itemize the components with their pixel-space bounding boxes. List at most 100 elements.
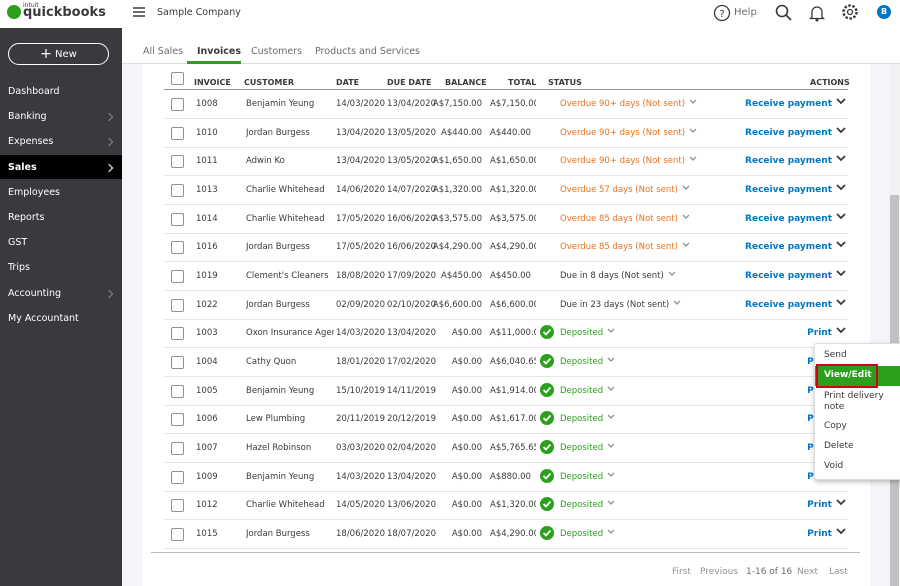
column-header[interactable]: INVOICE	[194, 78, 231, 87]
status[interactable]: Overdue 90+ days (Not sent)	[560, 99, 697, 109]
status[interactable]: Overdue 85 days (Not sent)	[560, 214, 690, 224]
pagination-first[interactable]: First	[672, 567, 691, 577]
settings-icon[interactable]	[841, 3, 859, 21]
action-link[interactable]: Print	[807, 500, 832, 511]
search-icon[interactable]	[775, 4, 793, 22]
action-link[interactable]: Receive payment	[745, 99, 832, 109]
row-checkbox[interactable]	[171, 212, 184, 226]
nav-item[interactable]: Reports	[8, 212, 45, 223]
nav-item[interactable]: Employees	[8, 187, 60, 198]
row-checkbox[interactable]	[171, 241, 184, 255]
row-checkbox[interactable]	[171, 413, 184, 427]
tab[interactable]: Invoices	[197, 46, 242, 57]
new-button[interactable]: + New	[8, 43, 109, 65]
pagination-last[interactable]: Last	[829, 567, 848, 577]
column-header[interactable]: DATE	[336, 78, 360, 87]
row-checkbox[interactable]	[171, 126, 184, 140]
help-label[interactable]: Help	[734, 7, 757, 18]
nav-item[interactable]: GST	[8, 237, 28, 248]
column-header[interactable]: BALANCE	[445, 78, 487, 87]
menu-item[interactable]: Send	[824, 350, 847, 360]
menu-item[interactable]: Void	[824, 461, 844, 471]
menu-item[interactable]: Copy	[824, 421, 847, 431]
row-checkbox[interactable]	[171, 528, 184, 542]
pagination-next[interactable]: Next	[797, 567, 818, 577]
menu-item[interactable]: View/Edit	[824, 370, 872, 380]
action-link[interactable]: Receive payment	[745, 299, 832, 310]
nav-item[interactable]: My Accountant	[8, 313, 79, 324]
notifications-icon[interactable]	[809, 4, 825, 22]
nav-item[interactable]: Banking	[8, 111, 47, 122]
status[interactable]: Due in 8 days (Not sent)	[560, 271, 676, 281]
row-checkbox[interactable]	[171, 270, 184, 284]
row-checkbox[interactable]	[171, 442, 184, 456]
status[interactable]: Deposited	[560, 357, 615, 367]
action-link[interactable]: Receive payment	[745, 185, 832, 195]
select-all-checkbox[interactable]	[171, 72, 184, 85]
row-checkbox[interactable]	[171, 298, 184, 312]
action[interactable]: Receive payment	[745, 184, 846, 195]
row-checkbox[interactable]	[171, 499, 184, 513]
nav-item[interactable]: Expenses	[8, 136, 54, 147]
status[interactable]: Overdue 85 days (Not sent)	[560, 242, 690, 252]
nav-item[interactable]: Accounting	[8, 288, 62, 299]
status[interactable]: Deposited	[560, 414, 615, 424]
action-link[interactable]: Receive payment	[745, 156, 832, 167]
row-checkbox[interactable]	[171, 98, 184, 111]
action[interactable]: Receive payment	[745, 299, 846, 310]
chevron	[104, 112, 114, 122]
status[interactable]: Deposited	[560, 386, 615, 396]
status[interactable]: Deposited	[560, 500, 615, 510]
nav-item[interactable]: Trips	[8, 262, 30, 273]
action[interactable]: Receive payment	[745, 241, 846, 252]
nav-item[interactable]: Sales	[8, 162, 37, 173]
action-link[interactable]: Print	[807, 328, 832, 339]
status[interactable]: Overdue 90+ days (Not sent)	[560, 128, 697, 138]
menu-item[interactable]: Print delivery note	[824, 391, 884, 412]
invoice-number: 1015	[196, 529, 218, 540]
status[interactable]: Deposited	[560, 328, 615, 338]
action[interactable]: Print	[807, 528, 846, 539]
action-link[interactable]: Receive payment	[745, 127, 832, 138]
status[interactable]: Deposited	[560, 472, 615, 482]
status[interactable]: Deposited	[560, 443, 615, 453]
column-header[interactable]: CUSTOMER	[244, 78, 294, 87]
avatar[interactable]: B	[877, 5, 891, 19]
status[interactable]: Due in 23 days (Not sent)	[560, 300, 681, 310]
tab[interactable]: Products and Services	[315, 46, 420, 57]
pagination-previous[interactable]: Previous	[700, 567, 739, 577]
action-link[interactable]: Receive payment	[745, 242, 832, 253]
column-header[interactable]: STATUS	[548, 78, 582, 87]
row-checkbox[interactable]	[171, 327, 184, 341]
column-header[interactable]: DUE DATE	[387, 78, 432, 87]
nav-item[interactable]: Dashboard	[8, 86, 60, 97]
row-checkbox[interactable]	[171, 470, 184, 484]
menu-item[interactable]: Delete	[824, 441, 854, 451]
action-link[interactable]: Receive payment	[745, 213, 832, 224]
tab[interactable]: All Sales	[143, 46, 184, 57]
action[interactable]: Receive payment	[745, 213, 846, 224]
action[interactable]: Receive payment	[745, 127, 846, 138]
status[interactable]: Overdue 57 days (Not sent)	[560, 185, 690, 195]
help-icon[interactable]: ?	[713, 4, 731, 22]
action-link[interactable]: Print	[807, 529, 832, 540]
action[interactable]: Print	[807, 327, 846, 338]
tab[interactable]: Customers	[251, 46, 303, 57]
column-header[interactable]: ACTIONS	[810, 78, 850, 87]
invoice-date: 14/03/2020	[336, 99, 385, 109]
column-header[interactable]: TOTAL	[508, 78, 537, 87]
row-checkbox[interactable]	[171, 356, 184, 370]
row-checkbox[interactable]	[171, 155, 184, 169]
action[interactable]: Receive payment	[745, 98, 846, 109]
logo[interactable]: quickbooks	[23, 5, 106, 20]
status[interactable]: Overdue 90+ days (Not sent)	[560, 156, 697, 166]
action-link[interactable]: Receive payment	[745, 271, 832, 282]
action[interactable]: Receive payment	[745, 270, 846, 281]
menu-toggle[interactable]	[132, 6, 146, 18]
row-checkbox[interactable]	[171, 184, 184, 197]
row-checkbox[interactable]	[171, 384, 184, 398]
action[interactable]: Print	[807, 499, 846, 510]
status[interactable]: Deposited	[560, 529, 615, 539]
action[interactable]: Receive payment	[745, 155, 846, 166]
customer-name: Jordan Burgess	[246, 242, 310, 253]
